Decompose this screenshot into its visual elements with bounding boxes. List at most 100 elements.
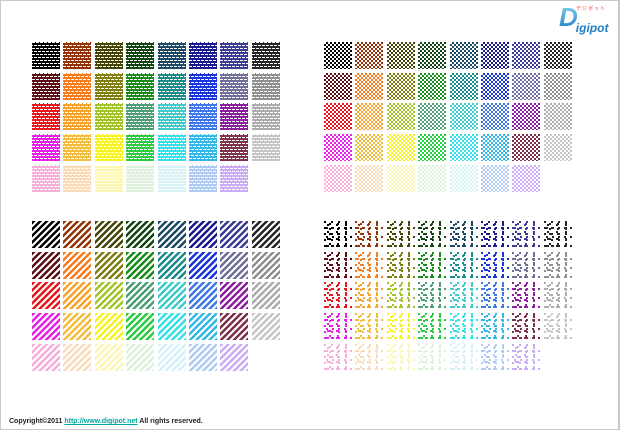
swatch-scatter-r3c3 <box>386 282 415 310</box>
swatch-scatter-r5c2 <box>355 343 384 371</box>
swatch-diagonal-r4c5 <box>157 313 186 341</box>
swatch-diagonal-r4c3 <box>94 313 123 341</box>
swatch-scatter-r5c6 <box>480 343 509 371</box>
swatch-diagonal-r2c8 <box>251 251 280 279</box>
swatch-diagonal-r4c4 <box>126 313 155 341</box>
swatch-brick-r4c5 <box>157 134 186 162</box>
swatch-brick-r5c3 <box>94 164 123 192</box>
swatch-diagonal-r2c3 <box>94 251 123 279</box>
brick-pattern-grid <box>32 42 280 192</box>
swatch-checker-r2c1 <box>324 72 352 100</box>
swatch-scatter-r2c7 <box>512 251 541 279</box>
swatch-checker-r5c5 <box>449 164 478 192</box>
swatch-checker-r3c6 <box>480 103 509 131</box>
swatch-brick-r4c3 <box>94 134 123 162</box>
swatch-scatter-r2c4 <box>418 251 447 279</box>
swatch-brick-r5c1 <box>32 164 60 192</box>
swatch-diagonal-r3c8 <box>251 282 280 310</box>
swatch-checker-r1c2 <box>355 42 384 69</box>
swatch-diagonal-r3c4 <box>126 282 155 310</box>
swatch-scatter-r2c6 <box>480 251 509 279</box>
swatch-diagonal-r1c2 <box>63 221 92 248</box>
swatch-checker-r5c3 <box>386 164 415 192</box>
swatch-scatter-r5c5 <box>449 343 478 371</box>
swatch-brick-r1c4 <box>126 42 155 69</box>
swatch-scatter-r5c4 <box>418 343 447 371</box>
swatch-diagonal-r4c6 <box>188 313 217 341</box>
swatch-brick-r2c8 <box>251 72 280 100</box>
swatch-brick-r2c1 <box>32 72 60 100</box>
swatch-diagonal-r5c5 <box>157 343 186 371</box>
swatch-checker-r1c1 <box>324 42 352 69</box>
swatch-brick-r1c1 <box>32 42 60 69</box>
swatch-brick-r5c6 <box>188 164 217 192</box>
swatch-brick-r2c7 <box>220 72 249 100</box>
swatch-diagonal-r2c6 <box>188 251 217 279</box>
swatch-diagonal-r4c1 <box>32 313 60 341</box>
swatch-scatter-r4c5 <box>449 313 478 341</box>
swatch-checker-r4c8 <box>543 134 572 162</box>
logo-initial-d: D <box>559 2 578 32</box>
swatch-scatter-r1c3 <box>386 221 415 248</box>
swatch-brick-r5c5 <box>157 164 186 192</box>
swatch-brick-r4c1 <box>32 134 60 162</box>
digipot-logo: デジポット Digipot <box>559 2 611 35</box>
swatch-brick-r4c7 <box>220 134 249 162</box>
swatch-checker-r5c4 <box>418 164 447 192</box>
swatch-brick-r3c2 <box>63 103 92 131</box>
swatch-checker-r1c7 <box>512 42 541 69</box>
swatch-scatter-r2c1 <box>324 251 352 279</box>
swatch-checker-r5c2 <box>355 164 384 192</box>
swatch-scatter-r5c8 <box>543 343 572 371</box>
swatch-diagonal-r3c5 <box>157 282 186 310</box>
swatch-scatter-r1c1 <box>324 221 352 248</box>
swatch-brick-r2c5 <box>157 72 186 100</box>
swatch-diagonal-r5c2 <box>63 343 92 371</box>
swatch-scatter-r2c5 <box>449 251 478 279</box>
swatch-checker-r3c8 <box>543 103 572 131</box>
swatch-checker-r2c6 <box>480 72 509 100</box>
swatch-brick-r1c6 <box>188 42 217 69</box>
swatch-brick-r5c7 <box>220 164 249 192</box>
swatch-diagonal-r4c7 <box>220 313 249 341</box>
swatch-brick-r1c5 <box>157 42 186 69</box>
swatch-checker-r4c2 <box>355 134 384 162</box>
swatch-checker-r3c1 <box>324 103 352 131</box>
swatch-brick-r2c3 <box>94 72 123 100</box>
swatch-diagonal-r5c6 <box>188 343 217 371</box>
swatch-scatter-r4c7 <box>512 313 541 341</box>
swatch-brick-r2c2 <box>63 72 92 100</box>
swatch-scatter-r4c3 <box>386 313 415 341</box>
swatch-checker-r1c8 <box>543 42 572 69</box>
swatch-brick-r4c4 <box>126 134 155 162</box>
swatch-diagonal-r2c2 <box>63 251 92 279</box>
swatch-checker-r5c7 <box>512 164 541 192</box>
swatch-diagonal-r3c3 <box>94 282 123 310</box>
swatch-scatter-r5c1 <box>324 343 352 371</box>
swatch-scatter-r3c2 <box>355 282 384 310</box>
swatch-diagonal-r2c4 <box>126 251 155 279</box>
swatch-diagonal-r2c5 <box>157 251 186 279</box>
swatch-scatter-r1c8 <box>543 221 572 248</box>
digipot-link[interactable]: http://www.digipot.net <box>64 418 138 425</box>
swatch-brick-r3c7 <box>220 103 249 131</box>
swatch-diagonal-r3c7 <box>220 282 249 310</box>
swatch-checker-r1c4 <box>418 42 447 69</box>
footer-copyright: Copyright©2011 http://www.digipot.net Al… <box>9 418 203 425</box>
swatch-diagonal-r3c1 <box>32 282 60 310</box>
swatch-diagonal-r5c4 <box>126 343 155 371</box>
swatch-diagonal-r1c7 <box>220 221 249 248</box>
swatch-brick-r5c2 <box>63 164 92 192</box>
swatch-checker-r3c7 <box>512 103 541 131</box>
swatch-checker-r2c2 <box>355 72 384 100</box>
copyright-prefix: Copyright©2011 <box>9 418 63 425</box>
swatch-brick-r3c1 <box>32 103 60 131</box>
swatch-brick-r1c3 <box>94 42 123 69</box>
swatch-diagonal-r3c6 <box>188 282 217 310</box>
swatch-checker-r4c5 <box>449 134 478 162</box>
swatch-checker-r4c6 <box>480 134 509 162</box>
swatch-checker-r1c6 <box>480 42 509 69</box>
swatch-scatter-r2c2 <box>355 251 384 279</box>
copyright-suffix: All rights reserved. <box>139 418 203 425</box>
swatch-diagonal-r1c8 <box>251 221 280 248</box>
